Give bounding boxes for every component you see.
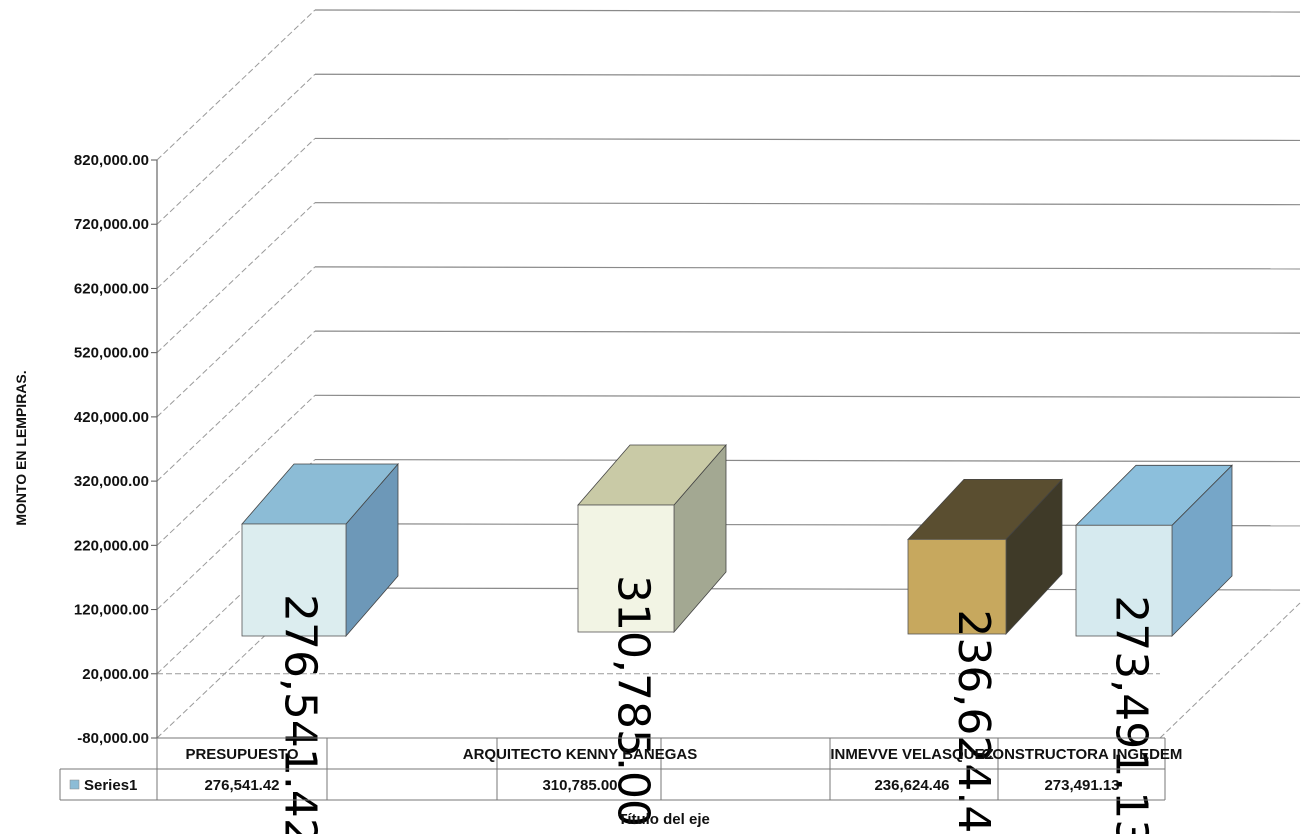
- bar: 236,624.46: [907, 478, 1063, 834]
- gridline-depth: [156, 266, 316, 418]
- y-tick-label: 820,000.00: [74, 152, 149, 169]
- table-value: 236,624.46: [874, 777, 949, 794]
- table-value: 310,785.00: [542, 777, 617, 794]
- category-label: CONSTRUCTORA INGEDEM: [982, 746, 1183, 763]
- gridline: [314, 73, 1301, 77]
- legend-key: [69, 779, 80, 790]
- gridline: [314, 458, 1301, 463]
- table-value: 273,491.13: [1044, 777, 1119, 794]
- y-tick-label: 320,000.00: [74, 473, 149, 490]
- y-tick-label: 120,000.00: [74, 602, 149, 619]
- x-axis-title: Título del eje: [618, 811, 710, 828]
- y-tick-label: 720,000.00: [74, 216, 149, 233]
- data-label: 236,624.46: [948, 609, 999, 834]
- gridline-depth: [156, 73, 316, 225]
- y-tick-label: 520,000.00: [74, 345, 149, 362]
- gridline-depth: [156, 138, 316, 289]
- series-name: Series1: [84, 777, 137, 794]
- gridline: [314, 266, 1301, 270]
- bar-front: [1075, 524, 1173, 637]
- category-label: ARQUITECTO KENNY BANEGAS: [463, 746, 697, 763]
- gridline-depth: [156, 9, 316, 161]
- y-tick-label: -80,000.00: [77, 730, 149, 747]
- data-label: 273,491.13: [1105, 595, 1156, 834]
- gridline: [314, 202, 1301, 206]
- bars: 276,541.42 310,785.00 236,624.46 273,491.13: [241, 443, 1233, 834]
- bar: 310,785.00: [577, 443, 727, 827]
- floor-right-edge: [1159, 602, 1301, 739]
- gridline-depth: [156, 330, 316, 482]
- y-axis-title: MONTO EN LEMPIRAS.: [13, 370, 29, 525]
- gridline: [314, 330, 1301, 334]
- gridline: [314, 9, 1301, 13]
- bar-front: [577, 504, 675, 633]
- bar-front: [907, 538, 1007, 635]
- bar: 273,491.13: [1075, 464, 1233, 834]
- table-value: 276,541.42: [204, 777, 279, 794]
- gridline: [314, 137, 1301, 142]
- gridline-depth: [156, 394, 316, 546]
- bar: 276,541.42: [241, 462, 399, 834]
- data-label: 276,541.42: [275, 594, 326, 834]
- y-tick-label: 620,000.00: [74, 280, 149, 297]
- y-tick-label: 220,000.00: [74, 537, 149, 554]
- gridline: [314, 394, 1301, 398]
- category-label: PRESUPUESTO: [185, 746, 298, 763]
- y-tick-label: 20,000.00: [82, 666, 149, 683]
- y-tick-label: 420,000.00: [74, 409, 149, 426]
- data-label: 310,785.00: [607, 575, 658, 827]
- gridlines: [156, 9, 1301, 739]
- data-table: Series1 PRESUPUESTO ARQUITECTO KENNY BANEG…: [59, 737, 1183, 801]
- y-axis: 820,000.00 720,000.00 620,000.00 520,000.00…: [74, 152, 158, 747]
- gridline-depth: [156, 202, 316, 354]
- bar-front: [241, 523, 347, 637]
- category-label: INMEVVE VELASQUEZ: [830, 746, 993, 763]
